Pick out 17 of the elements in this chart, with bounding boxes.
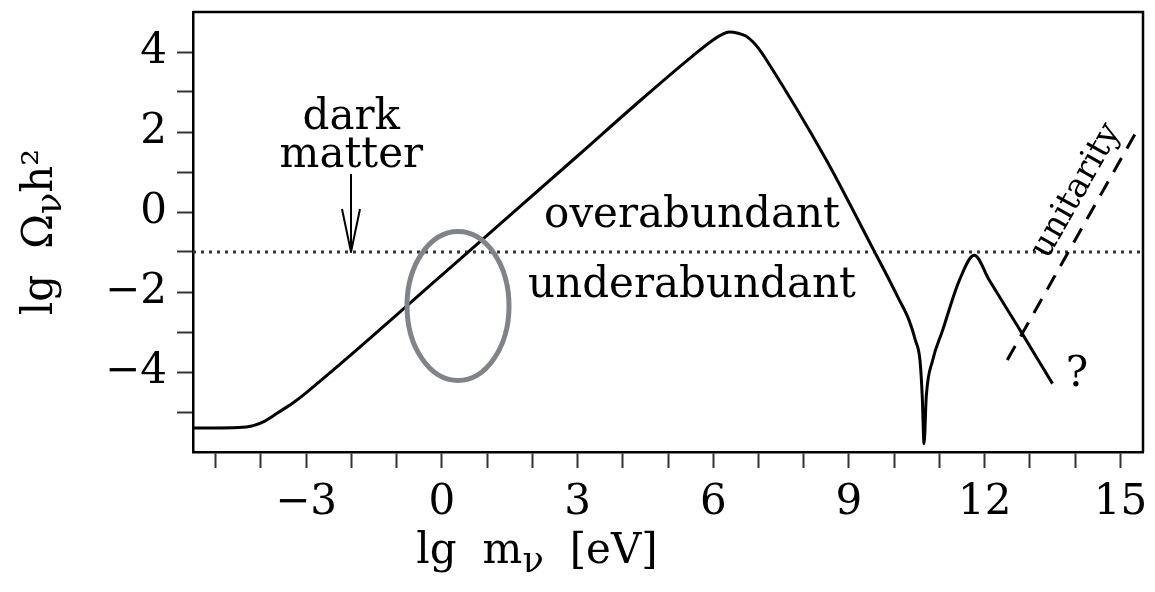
- x-axis-title: lg m$_{ν}$ [eV]: [416, 524, 658, 581]
- x-tick-label: −3: [275, 475, 338, 525]
- x-tick-label: 6: [699, 475, 727, 525]
- y-tick-label: 0: [140, 183, 167, 233]
- y-tick-label: 2: [140, 103, 167, 153]
- annotation: overabundant: [544, 188, 841, 237]
- x-tick-label: 3: [564, 475, 591, 525]
- annotation: ?: [1065, 347, 1089, 396]
- x-tick-label: 0: [428, 475, 456, 525]
- annotation: dark matter: [279, 90, 425, 177]
- y-tick-label: −2: [105, 263, 167, 313]
- annotation: underabundant: [528, 258, 857, 307]
- x-tick-label: 9: [835, 475, 863, 525]
- x-tick-label: 15: [1093, 475, 1148, 525]
- x-tick-label: 12: [957, 475, 1012, 525]
- y-tick-label: 4: [140, 23, 167, 73]
- y-tick-label: −4: [105, 343, 167, 393]
